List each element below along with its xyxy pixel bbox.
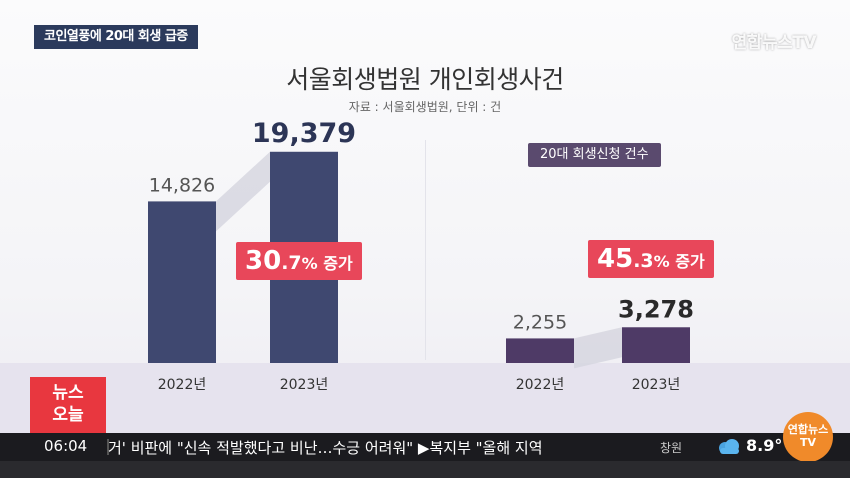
- chart-floor: [0, 363, 850, 433]
- ticker-separator: [107, 439, 109, 455]
- brand-circle-line1: 연합뉴스: [787, 423, 829, 436]
- right-badge-int: 45: [597, 244, 634, 274]
- left-badge-int: 30: [245, 246, 282, 276]
- x-tick-label: 2023년: [280, 377, 329, 393]
- sub-chart-tag: 20대 회생신청 건수: [528, 143, 661, 167]
- cloud-icon: [719, 439, 739, 454]
- x-tick-label: 2023년: [632, 377, 681, 393]
- chart-title: 서울회생법원 개인회생사건: [286, 65, 564, 94]
- right-badge-unit: %: [653, 252, 670, 271]
- news-box-line2: 오늘: [52, 405, 84, 425]
- bar-value-label: 3,278: [618, 295, 694, 323]
- increase-connector: [574, 327, 622, 369]
- left-increase-badge: 30.7% 증가: [236, 242, 362, 280]
- left-badge-word: 증가: [317, 254, 353, 273]
- bottom-strip: [0, 461, 850, 478]
- ticker-time: 06:04: [44, 437, 88, 455]
- increase-connector: [216, 151, 270, 232]
- left-badge-unit: %: [301, 254, 318, 273]
- channel-logo: 연합뉴스TV: [731, 33, 817, 53]
- right-increase-badge: 45.3% 증가: [588, 240, 714, 278]
- x-tick-label: 2022년: [516, 377, 565, 393]
- news-box-line1: 뉴스: [52, 383, 84, 403]
- right-badge-word: 증가: [669, 252, 705, 271]
- channel-brand-circle: 연합뉴스 TV: [783, 412, 833, 462]
- bar-value-label: 2,255: [513, 311, 567, 333]
- left-badge-dec: .7: [281, 252, 302, 274]
- brand-circle-line2: TV: [799, 436, 817, 449]
- bar-2023년: [622, 327, 690, 363]
- panel-divider: [425, 140, 426, 360]
- x-tick-label: 2022년: [158, 377, 207, 393]
- bar-2022년: [148, 201, 216, 363]
- bar-value-label: 14,826: [149, 174, 215, 196]
- bar-value-label: 19,379: [252, 118, 356, 149]
- weather-city: 창원: [660, 441, 683, 455]
- topic-tag: 코인열풍에 20대 회생 급증: [34, 25, 198, 49]
- weather-temp: 8.9°: [746, 436, 783, 455]
- ticker-headline: 거' 비판에 "신속 적발했다고 비난…수긍 어려워" ▶복지부 "올해 지역: [108, 439, 543, 457]
- news-today-box: 뉴스 오늘: [30, 377, 106, 433]
- bar-2022년: [506, 338, 574, 363]
- source-note: 자료 : 서울회생법원, 단위 : 건: [348, 100, 502, 114]
- right-badge-dec: .3: [633, 250, 654, 272]
- news-ticker: 06:04 거' 비판에 "신속 적발했다고 비난…수긍 어려워" ▶복지부 "…: [0, 433, 850, 461]
